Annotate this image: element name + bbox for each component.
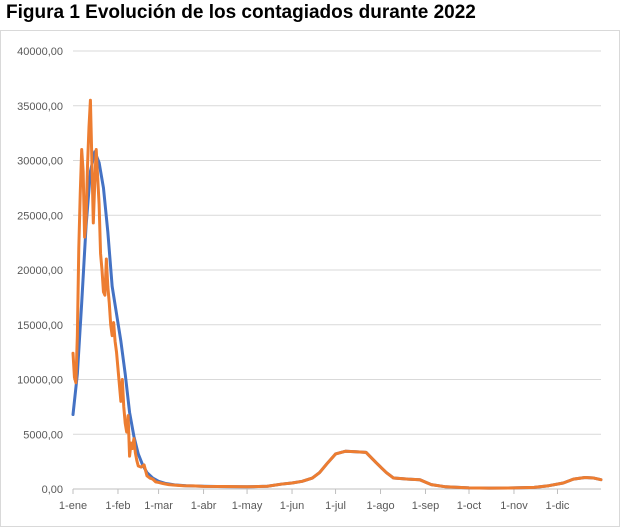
- x-tick-label: 1-ene: [59, 500, 87, 512]
- y-tick-label: 20000,00: [17, 265, 63, 277]
- x-tick-label: 1-dic: [546, 500, 570, 512]
- y-tick-label: 25000,00: [17, 210, 63, 222]
- y-tick-label: 35000,00: [17, 101, 63, 113]
- y-tick-label: 30000,00: [17, 156, 63, 168]
- x-tick-label: 1-jul: [325, 500, 346, 512]
- x-tick-label: 1-nov: [500, 500, 528, 512]
- series-line-smoothed: [71, 150, 603, 490]
- y-tick-label: 15000,00: [17, 320, 63, 332]
- x-tick-label: 1-mar: [144, 500, 173, 512]
- series: [71, 98, 603, 490]
- y-tick-label: 0,00: [42, 484, 63, 496]
- x-axis-ticks: 1-ene 1-feb 1-mar 1-abr 1-may 1-jun 1-jul 1-ago…: [59, 489, 570, 512]
- y-tick-label: 10000,00: [17, 375, 63, 387]
- x-tick-label: 1-sep: [412, 500, 440, 512]
- chart-frame: 0,00 5000,00 10000,00 15000,00 20000,00 25000…: [0, 30, 620, 527]
- x-tick-label: 1-feb: [105, 500, 130, 512]
- series-line-daily: [71, 98, 603, 490]
- y-tick-label: 5000,00: [23, 429, 63, 441]
- x-tick-label: 1-jun: [280, 500, 304, 512]
- x-tick-label: 1-may: [232, 500, 263, 512]
- x-tick-label: 1-ago: [366, 500, 394, 512]
- line-chart: 0,00 5000,00 10000,00 15000,00 20000,00 25000…: [17, 46, 603, 512]
- x-tick-label: 1-abr: [191, 500, 217, 512]
- x-tick-label: 1-oct: [457, 500, 481, 512]
- figure-title: Figura 1 Evolución de los contagiados du…: [6, 2, 476, 23]
- y-tick-label: 40000,00: [17, 46, 63, 58]
- y-axis-ticks: 0,00 5000,00 10000,00 15000,00 20000,00 25000…: [17, 46, 63, 496]
- gridlines: [73, 50, 601, 490]
